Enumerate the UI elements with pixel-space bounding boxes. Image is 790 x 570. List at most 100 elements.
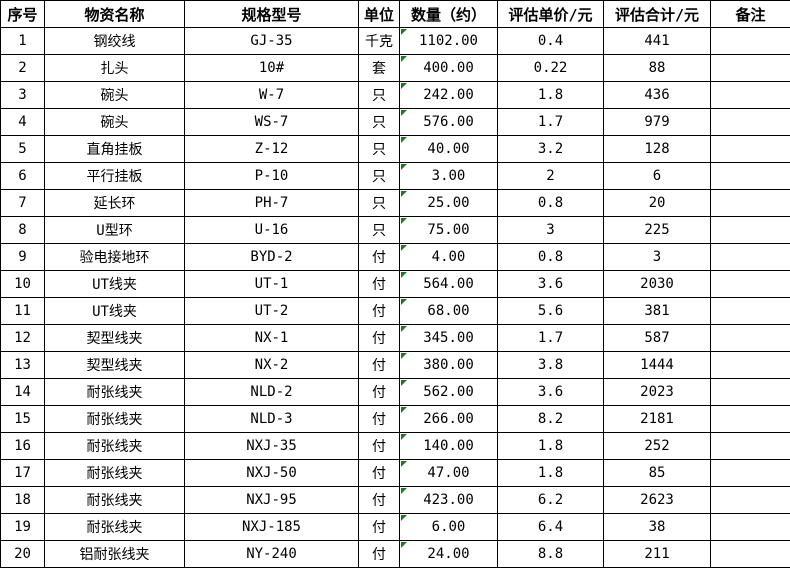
cell-remark[interactable] [710,459,790,487]
header-material-name[interactable]: 物资名称 [44,0,185,28]
cell-total[interactable]: 3 [603,243,711,271]
cell-qty[interactable]: 423.00 [399,486,498,514]
cell-total[interactable]: 211 [603,540,711,568]
header-serial-number[interactable]: 序号 [0,0,45,28]
cell-qty[interactable]: 576.00 [399,108,498,136]
cell-price[interactable]: 6.2 [497,486,604,514]
cell-remark[interactable] [710,54,790,82]
cell-qty[interactable]: 140.00 [399,432,498,460]
cell-no[interactable]: 2 [0,54,45,82]
cell-price[interactable]: 8.2 [497,405,604,433]
cell-spec[interactable]: UT-2 [184,297,359,325]
cell-total[interactable]: 436 [603,81,711,109]
cell-total[interactable]: 252 [603,432,711,460]
cell-total[interactable]: 85 [603,459,711,487]
cell-name[interactable]: 铝耐张线夹 [44,540,185,568]
cell-name[interactable]: UT线夹 [44,297,185,325]
cell-no[interactable]: 16 [0,432,45,460]
cell-spec[interactable]: NY-240 [184,540,359,568]
cell-name[interactable]: 碗头 [44,108,185,136]
cell-name[interactable]: 耐张线夹 [44,378,185,406]
cell-price[interactable]: 1.7 [497,108,604,136]
cell-price[interactable]: 1.7 [497,324,604,352]
cell-unit[interactable]: 付 [358,405,400,433]
cell-price[interactable]: 5.6 [497,297,604,325]
cell-name[interactable]: 耐张线夹 [44,459,185,487]
cell-price[interactable]: 0.4 [497,27,604,55]
cell-remark[interactable] [710,162,790,190]
header-unit-price[interactable]: 评估单价/元 [497,0,604,28]
cell-spec[interactable]: NXJ-35 [184,432,359,460]
cell-no[interactable]: 3 [0,81,45,109]
cell-price[interactable]: 2 [497,162,604,190]
cell-unit[interactable]: 付 [358,378,400,406]
cell-qty[interactable]: 564.00 [399,270,498,298]
cell-unit[interactable]: 只 [358,189,400,217]
cell-qty[interactable]: 345.00 [399,324,498,352]
cell-total[interactable]: 2623 [603,486,711,514]
cell-spec[interactable]: Z-12 [184,135,359,163]
cell-no[interactable]: 12 [0,324,45,352]
cell-total[interactable]: 587 [603,324,711,352]
cell-unit[interactable]: 只 [358,162,400,190]
cell-total[interactable]: 2030 [603,270,711,298]
header-remark[interactable]: 备注 [710,0,790,28]
cell-no[interactable]: 1 [0,27,45,55]
cell-remark[interactable] [710,297,790,325]
cell-total[interactable]: 128 [603,135,711,163]
cell-no[interactable]: 10 [0,270,45,298]
cell-name[interactable]: 扎头 [44,54,185,82]
cell-total[interactable]: 88 [603,54,711,82]
cell-total[interactable]: 2023 [603,378,711,406]
cell-unit[interactable]: 付 [358,432,400,460]
cell-spec[interactable]: 10# [184,54,359,82]
header-total-price[interactable]: 评估合计/元 [603,0,711,28]
cell-unit[interactable]: 只 [358,108,400,136]
cell-unit[interactable]: 付 [358,324,400,352]
cell-spec[interactable]: NXJ-95 [184,486,359,514]
cell-unit[interactable]: 付 [358,243,400,271]
cell-no[interactable]: 8 [0,216,45,244]
cell-unit[interactable]: 付 [358,540,400,568]
cell-spec[interactable]: NX-2 [184,351,359,379]
cell-no[interactable]: 4 [0,108,45,136]
cell-spec[interactable]: NXJ-50 [184,459,359,487]
cell-price[interactable]: 3.6 [497,378,604,406]
cell-remark[interactable] [710,108,790,136]
cell-remark[interactable] [710,540,790,568]
cell-unit[interactable]: 付 [358,351,400,379]
cell-price[interactable]: 3.6 [497,270,604,298]
cell-qty[interactable]: 4.00 [399,243,498,271]
cell-no[interactable]: 18 [0,486,45,514]
cell-remark[interactable] [710,81,790,109]
header-quantity[interactable]: 数量（约） [399,0,498,28]
cell-qty[interactable]: 400.00 [399,54,498,82]
cell-remark[interactable] [710,324,790,352]
cell-no[interactable]: 7 [0,189,45,217]
cell-price[interactable]: 3.2 [497,135,604,163]
cell-no[interactable]: 15 [0,405,45,433]
cell-total[interactable]: 1444 [603,351,711,379]
cell-spec[interactable]: NLD-2 [184,378,359,406]
cell-name[interactable]: 契型线夹 [44,351,185,379]
cell-qty[interactable]: 266.00 [399,405,498,433]
cell-spec[interactable]: BYD-2 [184,243,359,271]
cell-price[interactable]: 0.8 [497,189,604,217]
cell-no[interactable]: 9 [0,243,45,271]
cell-unit[interactable]: 付 [358,486,400,514]
cell-name[interactable]: 契型线夹 [44,324,185,352]
cell-total[interactable]: 6 [603,162,711,190]
cell-no[interactable]: 6 [0,162,45,190]
cell-price[interactable]: 0.8 [497,243,604,271]
cell-unit[interactable]: 套 [358,54,400,82]
cell-remark[interactable] [710,486,790,514]
cell-no[interactable]: 5 [0,135,45,163]
cell-unit[interactable]: 只 [358,216,400,244]
cell-spec[interactable]: GJ-35 [184,27,359,55]
cell-remark[interactable] [710,405,790,433]
cell-no[interactable]: 19 [0,513,45,541]
cell-qty[interactable]: 24.00 [399,540,498,568]
cell-spec[interactable]: NLD-3 [184,405,359,433]
cell-price[interactable]: 1.8 [497,459,604,487]
cell-remark[interactable] [710,216,790,244]
